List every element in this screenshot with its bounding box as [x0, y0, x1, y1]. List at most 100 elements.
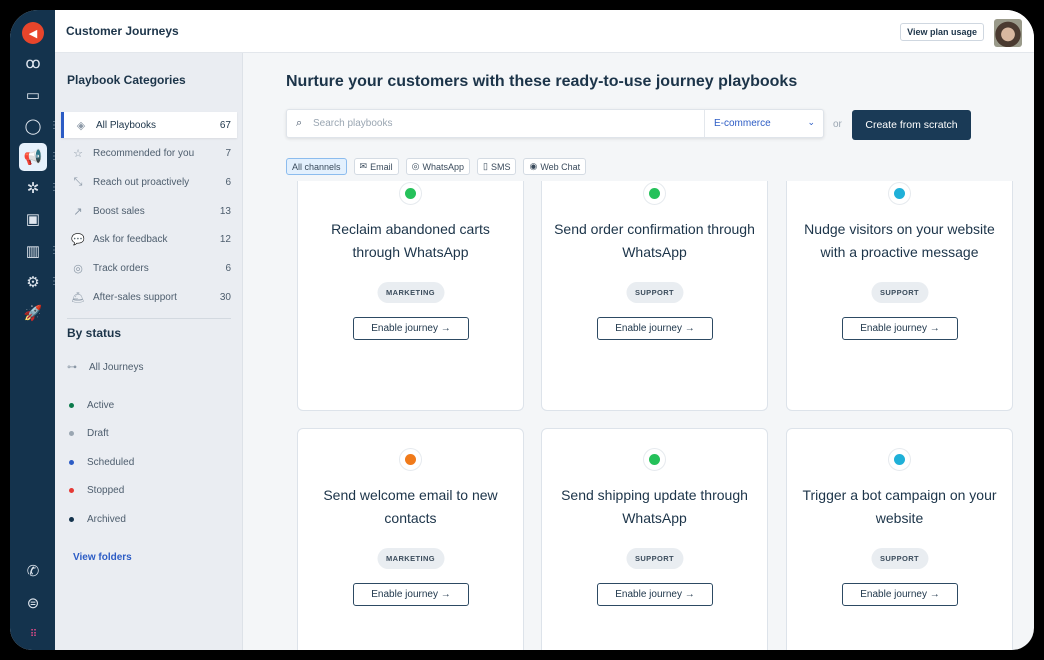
playbook-card[interactable]: Send order confirmation through WhatsApp…	[541, 181, 768, 411]
category-item[interactable]: ◈ All Playbooks 67	[61, 112, 237, 138]
divider	[67, 318, 231, 319]
categories-heading: Playbook Categories	[67, 73, 186, 87]
more-icon[interactable]: ⋮	[49, 120, 59, 131]
search-input[interactable]: Search playbooks	[313, 118, 393, 129]
category-count: 12	[219, 234, 231, 246]
user-icon[interactable]: ◯	[24, 118, 42, 135]
search-icon: ⌕	[296, 117, 303, 129]
card-tag: SUPPORT	[625, 548, 684, 569]
category-item[interactable]: 🛎 After-sales support 30	[61, 284, 237, 310]
enable-journey-button[interactable]: Enable journey →	[842, 317, 958, 340]
card-title: Nudge visitors on your website with a pr…	[804, 221, 995, 260]
channel-icon: ◉	[529, 161, 538, 171]
status-dot-icon	[69, 459, 74, 465]
targeting-icon[interactable]: ✲	[26, 180, 40, 197]
megaphone-logo-icon[interactable]: ◀	[22, 22, 44, 44]
channel-filter[interactable]: ✉ Email	[353, 158, 399, 175]
view-folders-link[interactable]: View folders	[73, 552, 132, 563]
category-item[interactable]: 💬 Ask for feedback 12	[61, 227, 237, 253]
industry-select[interactable]: E-commerce ⌄	[704, 110, 823, 137]
phone-icon[interactable]: ✆	[26, 563, 40, 580]
category-count: 6	[225, 176, 231, 188]
star-icon: ☆	[73, 148, 83, 161]
playbook-card[interactable]: Send shipping update through WhatsApp SU…	[541, 428, 768, 650]
whatsapp-icon	[399, 182, 422, 205]
channel-filter[interactable]: ◎ WhatsApp	[405, 158, 470, 175]
status-item[interactable]: Scheduled	[69, 457, 134, 468]
status-item[interactable]: Draft	[69, 428, 109, 439]
create-from-scratch-button[interactable]: Create from scratch	[852, 110, 971, 140]
status-item[interactable]: Archived	[69, 514, 126, 525]
card-tag: MARKETING	[376, 548, 445, 569]
settings-icon[interactable]: ⚙	[26, 274, 40, 291]
apps-icon[interactable]: ⠿	[29, 628, 37, 640]
industry-value: E-commerce	[714, 118, 771, 129]
status-all-journeys[interactable]: ⊶ All Journeys	[67, 362, 143, 373]
channel-label: SMS	[490, 161, 511, 172]
category-count: 13	[219, 205, 231, 217]
more-icon[interactable]: ⋮	[49, 276, 59, 287]
status-label: Scheduled	[87, 456, 135, 468]
status-item[interactable]: Stopped	[69, 485, 124, 496]
category-label: Boost sales	[93, 205, 145, 217]
channel-filter[interactable]: ◉ Web Chat	[523, 158, 587, 175]
status-label: Draft	[87, 428, 109, 440]
journeys-icon[interactable]: 📢	[19, 143, 47, 171]
more-icon[interactable]: ⋮	[49, 151, 59, 162]
channel-filter[interactable]: All channels	[286, 158, 347, 175]
inbox-icon[interactable]: ▭	[25, 87, 41, 104]
category-item[interactable]: ◎ Track orders 6	[61, 256, 237, 282]
view-plan-usage-button[interactable]: View plan usage	[900, 23, 984, 41]
card-tag: SUPPORT	[870, 282, 929, 303]
category-item[interactable]: ☆ Recommended for you 7	[61, 141, 237, 167]
sidebar: Playbook Categories ◈ All Playbooks 67 ☆ Rec…	[55, 53, 243, 650]
enable-journey-button[interactable]: Enable journey →	[353, 583, 469, 606]
cursor-click-icon: ⤡	[73, 175, 83, 188]
or-label: or	[833, 119, 842, 130]
category-label: Track orders	[93, 263, 149, 274]
card-tag: SUPPORT	[625, 282, 684, 303]
playbook-card[interactable]: Nudge visitors on your website with a pr…	[786, 181, 1013, 411]
icon-rail: ◀ ꝏ ▭ ◯ ⋮ 📢 ⋮ ✲ ⋮ ▣ ▥ ⋮ ⚙ ⋮ 🚀 ✆ ⊜ ⠿	[10, 10, 59, 650]
whatsapp-icon	[643, 448, 666, 471]
channel-icon: ◎	[411, 161, 420, 171]
enable-journey-button[interactable]: Enable journey →	[353, 317, 469, 340]
page-title: Customer Journeys	[66, 24, 179, 38]
channel-icon: ▯	[482, 161, 488, 171]
status-heading: By status	[67, 326, 122, 340]
status-label: Stopped	[87, 485, 125, 497]
chat-icon[interactable]: ⊜	[26, 595, 40, 612]
channel-filter[interactable]: ▯ SMS	[476, 158, 517, 175]
more-icon[interactable]: ⋮	[49, 182, 59, 193]
contacts-icon[interactable]: ꝏ	[25, 55, 41, 72]
playbook-card[interactable]: Send welcome email to new contacts MARKE…	[297, 428, 524, 650]
card-title: Send order confirmation through WhatsApp	[554, 221, 755, 260]
channel-label: Web Chat	[540, 161, 581, 172]
category-item[interactable]: ↗ Boost sales 13	[61, 198, 237, 224]
playbook-card[interactable]: Trigger a bot campaign on your website S…	[786, 428, 1013, 650]
category-count: 6	[225, 263, 231, 274]
enable-journey-button[interactable]: Enable journey →	[597, 317, 713, 340]
category-label: Reach out proactively	[93, 176, 190, 188]
status-dot-icon	[69, 516, 74, 522]
more-icon[interactable]: ⋮	[49, 245, 59, 256]
channel-filters: All channels ✉ Email ◎ WhatsApp ▯ SMS ◉ Web Chat	[286, 158, 587, 175]
card-title: Send welcome email to new contacts	[323, 487, 498, 526]
playbook-card[interactable]: Reclaim abandoned carts through WhatsApp…	[297, 181, 524, 411]
category-item[interactable]: ⤡ Reach out proactively 6	[61, 169, 237, 195]
channel-icon: ✉	[359, 161, 368, 171]
category-count: 7	[225, 148, 231, 160]
status-dot-icon	[69, 403, 74, 408]
enable-journey-button[interactable]: Enable journey →	[597, 583, 713, 606]
reports-icon[interactable]: ▥	[25, 243, 41, 260]
webchat-icon	[888, 182, 911, 205]
status-dot-icon	[69, 488, 74, 494]
status-item[interactable]: Active	[69, 400, 114, 411]
enable-journey-button[interactable]: Enable journey →	[842, 583, 958, 606]
target-icon: ◎	[73, 263, 83, 275]
bell-icon: 🛎	[71, 291, 85, 304]
category-label: All Playbooks	[96, 119, 157, 131]
rocket-icon[interactable]: 🚀	[23, 305, 43, 322]
desktop-icon[interactable]: ▣	[25, 211, 41, 228]
avatar[interactable]	[994, 19, 1022, 47]
